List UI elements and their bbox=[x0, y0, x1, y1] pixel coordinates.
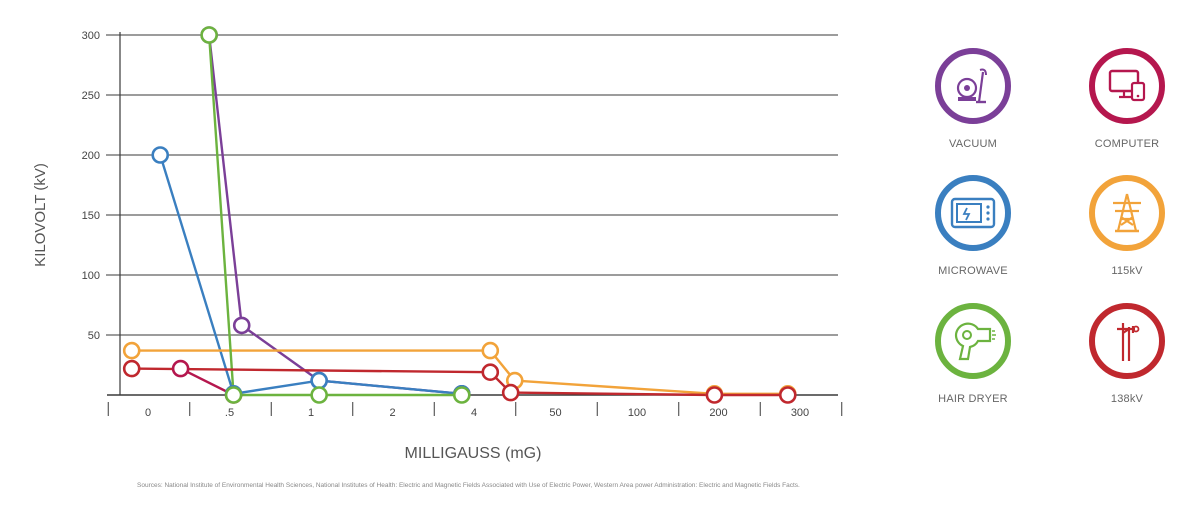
gridlines bbox=[106, 34, 838, 336]
x-tick-label: 50 bbox=[549, 407, 561, 419]
y-tick-label: 250 bbox=[82, 90, 100, 102]
series-layer bbox=[122, 26, 797, 404]
x-tick-label: .5 bbox=[225, 407, 234, 419]
series-line-computer bbox=[180, 367, 235, 397]
power-pole-icon bbox=[1089, 303, 1165, 379]
x-tick-label: 100 bbox=[628, 407, 646, 419]
y-tick-label: 50 bbox=[88, 330, 100, 342]
legend-item-115kv: 115kV bbox=[1072, 175, 1181, 277]
x-tick-label: 4 bbox=[471, 407, 477, 419]
legend-item-computer: COMPUTER bbox=[1072, 48, 1181, 150]
data-point-hair-dryer bbox=[200, 26, 218, 44]
data-point-vacuum bbox=[232, 316, 251, 335]
x-axis-title: MILLIGAUSS (mG) bbox=[405, 445, 542, 462]
hair-dryer-icon bbox=[935, 303, 1011, 379]
legend-item-vacuum: VACUUM bbox=[918, 48, 1028, 150]
axes: 50 100 150 200 250 300 0 .5 1 2 4 50 100 200 300 bbox=[82, 30, 843, 419]
legend-label: HAIR DRYER bbox=[938, 393, 1008, 405]
data-point-138kv bbox=[481, 363, 500, 382]
legend-label: VACUUM bbox=[948, 138, 998, 150]
data-point-138kv bbox=[778, 386, 797, 404]
data-point-computer bbox=[171, 359, 190, 378]
x-tick-label: 200 bbox=[709, 407, 727, 419]
legend-item-hair-dryer: HAIR DRYER bbox=[918, 303, 1028, 405]
data-point-hair-dryer bbox=[452, 386, 471, 404]
data-point-138kv bbox=[501, 383, 520, 402]
legend-label: MICROWAVE bbox=[938, 265, 1008, 277]
source-note: Sources: National Institute of Environme… bbox=[137, 482, 800, 489]
data-point-microwave bbox=[310, 371, 328, 390]
legend-item-138kv: 138kV bbox=[1072, 303, 1181, 405]
y-tick-label: 100 bbox=[82, 270, 100, 282]
transmission-tower-icon bbox=[1089, 175, 1165, 251]
x-tick-label: 1 bbox=[308, 407, 314, 419]
data-point-115kv bbox=[481, 341, 500, 360]
series-line-hair-dryer bbox=[207, 34, 462, 397]
data-point-microwave bbox=[151, 146, 170, 164]
data-point-138kv bbox=[705, 386, 724, 404]
series-line-vacuum bbox=[207, 34, 462, 395]
y-tick-label: 300 bbox=[82, 30, 100, 42]
computer-icon bbox=[1089, 48, 1165, 124]
data-point-hair-dryer bbox=[224, 386, 243, 404]
legend-item-microwave: MICROWAVE bbox=[918, 175, 1028, 277]
series-line-microwave bbox=[159, 154, 462, 395]
data-point-hair-dryer bbox=[310, 386, 328, 404]
legend-label: 138kV bbox=[1110, 393, 1144, 405]
data-point-138kv bbox=[122, 359, 141, 378]
x-tick-label: 2 bbox=[389, 407, 395, 419]
y-axis-title: KILOVOLT (kV) bbox=[32, 163, 49, 267]
legend-label: COMPUTER bbox=[1094, 138, 1160, 150]
vacuum-icon bbox=[935, 48, 1011, 124]
x-tick-label: 300 bbox=[791, 407, 809, 419]
x-tick-label: 0 bbox=[145, 407, 151, 419]
y-tick-label: 150 bbox=[82, 210, 100, 222]
data-point-115kv bbox=[122, 341, 141, 360]
microwave-icon bbox=[935, 175, 1011, 251]
y-tick-label: 200 bbox=[82, 150, 100, 162]
legend-label: 115kV bbox=[1111, 265, 1143, 277]
